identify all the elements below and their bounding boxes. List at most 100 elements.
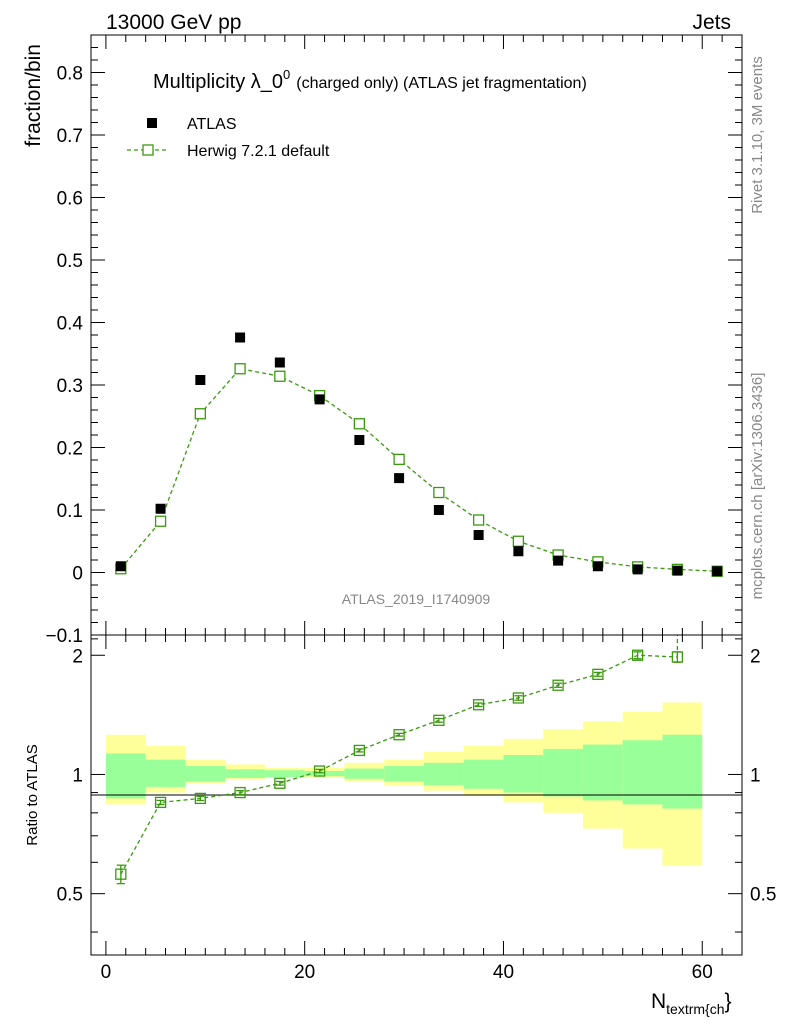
y-tick-label: 0.4 [57,314,84,335]
ratio-point [115,868,127,880]
x-tick-label: 60 [692,962,713,983]
atlas-point [712,566,723,577]
herwig-point [353,418,366,430]
ratio-point [631,649,644,661]
rivet-version-label: Rivet 3.1.10, 3M events [749,56,766,214]
header-process-label: Jets [692,11,731,34]
main-mc-series [115,363,723,577]
ratio-point [433,714,445,726]
atlas-point [394,473,405,484]
atlas-point [274,357,285,368]
band-inner [503,754,544,793]
band-inner [662,734,703,809]
herwig-point [234,363,246,375]
band-inner [423,762,464,786]
y-tick-label: 0 [72,564,83,585]
band-inner [543,748,583,797]
mcplots-label: mcplots.cern.ch [arXiv:1306.3436] [749,373,766,600]
legend-herwig-marker [142,144,154,156]
atlas-point [632,564,643,575]
y-tick-label: 0.3 [57,376,83,397]
xlabel-end: } [725,990,732,1013]
ratio-point [353,744,366,757]
herwig-point [194,408,206,420]
ratio-y-tick-label-right: 1 [750,765,761,786]
legend-herwig-label: Herwig 7.2.1 default [187,143,330,160]
atlas-point [473,530,484,540]
y-tick-label: 0.5 [57,251,83,272]
ratio-point [274,777,286,789]
main-data-series [115,332,723,577]
band-inner [145,759,186,787]
main-ylabel: fraction/bin [22,44,45,147]
band-inner [105,753,146,799]
herwig-point [154,515,167,527]
y-tick-label: 0.1 [57,501,83,522]
herwig-point [393,453,405,466]
atlas-point [195,375,206,385]
band-inner [622,740,663,805]
band-inner [463,759,504,789]
xlabel-sub: textrm{ch [666,1001,724,1017]
main-panel: −0.1 0 0.1 0.2 0.3 0.4 0.5 0.6 0.7 0.8 fraction/b… [22,34,743,647]
atlas-point [235,332,246,343]
atlas-point [592,561,603,572]
ratio-frame [90,634,743,956]
y-tick-label: −0.1 [45,626,83,647]
band-inner [264,770,305,778]
analysis-label: ATLAS_2019_I1740909 [342,591,491,607]
herwig-point [433,486,445,499]
y-tick-label: 0.2 [57,439,83,460]
herwig-point [512,535,525,547]
x-tick-label: 20 [294,962,315,983]
band-inner [582,744,623,801]
ratio-point [592,668,604,680]
legend: ATLAS Herwig 7.2.1 default [127,116,330,160]
atlas-point [553,555,564,566]
ratio-point [393,729,405,741]
x-tick-label: 40 [493,962,514,983]
atlas-point [314,394,325,405]
ratio-bands [105,702,703,866]
ratio-y-tick-label-right: 2 [750,646,761,667]
atlas-point [433,505,444,515]
band-inner [384,766,424,782]
plot-title: Multiplicity λ_00 (charged only) (ATLAS j… [153,67,587,93]
x-tick-label: 0 [101,962,112,983]
ratio-point [313,765,326,777]
ratio-y-tick-label-right: 0.5 [750,885,776,906]
plot-title-main: Multiplicity λ_0 [153,71,283,93]
ratio-axes: 0.5 0.51 12 20 20 40 60 [57,635,776,983]
plot-title-sup: 0 [283,67,290,82]
herwig-point [274,370,286,382]
ratio-point [671,651,684,663]
ratio-xlabel: Ntextrm{ch} [651,990,732,1017]
ratio-mc-series [115,635,684,885]
ratio-point [234,786,246,799]
plot-title-suffix: (charged only) (ATLAS jet fragmentation) [296,75,587,92]
atlas-point [672,565,683,576]
ratio-y-tick-label: 0.5 [57,885,83,906]
main-axes: −0.1 0 0.1 0.2 0.3 0.4 0.5 0.6 0.7 0.8 [45,35,743,647]
ratio-point [194,792,206,805]
ratio-point [552,679,564,691]
y-tick-label: 0.7 [57,126,83,147]
atlas-point [155,503,166,514]
herwig-line [120,368,718,572]
ratio-panel: 0.5 0.51 12 20 20 40 60 Ratio to ATLAS Ntextrm… [24,634,776,1017]
header-energy-label: 13000 GeV pp [106,11,241,34]
band-inner [225,769,265,778]
band-inner [344,768,385,779]
ratio-y-tick-label: 2 [72,646,83,667]
legend-atlas-label: ATLAS [187,116,237,133]
ratio-y-tick-label: 1 [72,765,83,786]
xlabel-main: N [651,990,666,1013]
y-tick-label: 0.8 [57,64,83,85]
band-inner [185,766,226,782]
ratio-ylabel: Ratio to ATLAS [24,744,41,845]
atlas-point [115,561,126,572]
y-tick-label: 0.6 [57,189,83,210]
ratio-point [472,699,485,711]
ratio-point [154,796,167,809]
